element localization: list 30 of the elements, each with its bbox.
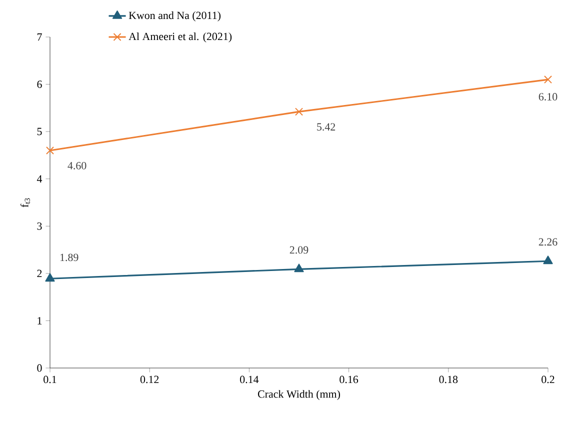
- x-tick-label: 0.14: [240, 376, 259, 384]
- legend-label: Kwon and Na (2011): [128, 11, 221, 22]
- point: [294, 108, 304, 116]
- data-label: 1.89: [60, 254, 78, 262]
- data-label: 2.26: [538, 238, 558, 246]
- y-tick-label: 2: [37, 270, 42, 278]
- point: [543, 256, 553, 264]
- x-tick-label: 0.18: [439, 376, 458, 384]
- x-tick-label: 0.16: [340, 376, 358, 384]
- x-tick-label: 0.12: [140, 376, 159, 384]
- point: [45, 273, 55, 282]
- legend-label: Al Ameeri et al. (2021): [128, 32, 232, 42]
- data-label: 4.60: [68, 162, 86, 170]
- y-tick-label: 7: [37, 33, 42, 41]
- point: [46, 146, 54, 155]
- data-label: 6.10: [538, 93, 558, 100]
- x-axis-title: Crack Width (mm): [258, 390, 340, 400]
- point: [294, 264, 304, 272]
- y-tick-label: 4: [36, 175, 42, 182]
- y-tick-label: 6: [37, 80, 42, 88]
- y-tick-label: 0: [37, 364, 42, 372]
- data-label: 5.42: [317, 123, 336, 131]
- x-tick-label: 0.2: [542, 376, 554, 384]
- data-label: 2.09: [290, 246, 308, 254]
- y-tick-label: 1: [38, 317, 42, 324]
- x-tick-label: 0.1: [44, 376, 56, 384]
- y-tick-label: 3: [37, 222, 42, 230]
- point: [544, 76, 552, 84]
- y-tick-label: 5: [37, 128, 42, 136]
- y-axis-title: f$_{t3}$: [20, 198, 30, 208]
